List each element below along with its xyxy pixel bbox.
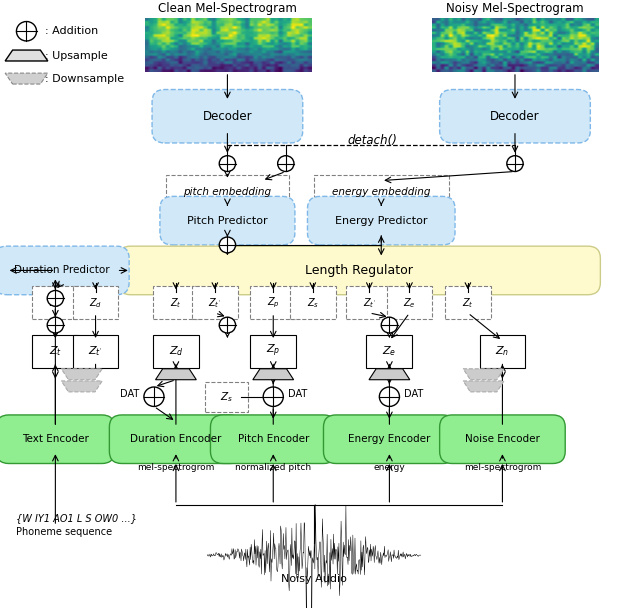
Circle shape [219,156,236,171]
FancyBboxPatch shape [109,415,242,463]
FancyBboxPatch shape [251,335,296,368]
Text: Phoneme sequence: Phoneme sequence [16,527,112,537]
Text: Text Encoder: Text Encoder [22,434,89,444]
FancyBboxPatch shape [0,415,114,463]
FancyBboxPatch shape [480,335,526,368]
Text: $Z_{s}$: $Z_{s}$ [220,390,232,404]
Text: Decoder: Decoder [490,109,540,123]
Circle shape [47,291,63,306]
FancyBboxPatch shape [367,335,413,368]
FancyBboxPatch shape [73,286,119,319]
FancyBboxPatch shape [323,415,455,463]
Text: $Z_{t^{'}}$: $Z_{t^{'}}$ [363,295,376,309]
Text: $Z_{d}$: $Z_{d}$ [89,295,102,309]
Polygon shape [463,369,504,380]
Text: energy: energy [374,463,405,472]
Text: Energy Predictor: Energy Predictor [335,216,428,226]
FancyBboxPatch shape [210,415,336,463]
Circle shape [381,317,398,333]
Text: Decoder: Decoder [203,109,252,123]
Text: pitch embedding: pitch embedding [183,187,271,196]
FancyBboxPatch shape [308,196,455,245]
Text: : Addition: : Addition [45,26,99,36]
Circle shape [144,387,164,406]
FancyBboxPatch shape [118,246,600,295]
FancyBboxPatch shape [153,286,199,319]
Text: $Z_{t}$: $Z_{t}$ [49,344,62,358]
Polygon shape [5,50,48,61]
FancyBboxPatch shape [160,196,295,245]
Text: mel-spectrogrom: mel-spectrogrom [138,463,215,472]
FancyBboxPatch shape [166,174,289,209]
Text: $Z_{d}$: $Z_{d}$ [168,344,183,358]
Text: energy embedding: energy embedding [332,187,430,196]
Polygon shape [463,381,504,392]
Circle shape [278,156,294,171]
Text: $Z_{t^{'}}$: $Z_{t^{'}}$ [89,344,103,358]
FancyBboxPatch shape [440,415,565,463]
Text: Noise Encoder: Noise Encoder [465,434,540,444]
Text: : Upsample: : Upsample [45,50,108,61]
Circle shape [263,387,283,406]
FancyBboxPatch shape [33,286,78,319]
Polygon shape [369,369,410,380]
Text: normalized pitch: normalized pitch [235,463,311,472]
Text: Pitch Predictor: Pitch Predictor [187,216,268,226]
Text: $Z_{t}$: $Z_{t}$ [170,295,181,309]
Circle shape [219,317,236,333]
Text: DAT: DAT [404,389,424,399]
FancyBboxPatch shape [152,89,303,143]
Text: Noisy Mel-Spectrogram: Noisy Mel-Spectrogram [446,2,584,15]
Text: $Z_{n}$: $Z_{n}$ [495,344,509,358]
Circle shape [16,21,36,41]
Text: Pitch Encoder: Pitch Encoder [237,434,309,444]
FancyBboxPatch shape [33,335,78,368]
FancyBboxPatch shape [387,286,433,319]
Text: $Z_{e}$: $Z_{e}$ [382,344,396,358]
Polygon shape [62,381,102,392]
Text: mel-spectrogrom: mel-spectrogrom [463,463,541,472]
Text: DAT: DAT [119,389,139,399]
FancyBboxPatch shape [314,174,449,209]
Text: $Z_{t}$: $Z_{t}$ [462,295,474,309]
Polygon shape [253,369,294,380]
Text: Duration Predictor: Duration Predictor [14,266,109,275]
Circle shape [507,156,523,171]
Text: DAT: DAT [288,389,308,399]
FancyBboxPatch shape [205,382,247,412]
Text: : Downsample: : Downsample [45,74,124,83]
Text: {W IY1 AO1 L S OW0 ...}: {W IY1 AO1 L S OW0 ...} [16,513,137,523]
Circle shape [379,387,399,406]
Polygon shape [62,369,102,380]
Polygon shape [5,73,48,84]
FancyBboxPatch shape [192,286,238,319]
FancyBboxPatch shape [290,286,336,319]
Text: $Z_{s}$: $Z_{s}$ [306,295,319,309]
Text: $Z_{t^{'}}$: $Z_{t^{'}}$ [208,295,222,309]
Text: Clean Mel-Spectrogram: Clean Mel-Spectrogram [158,2,297,15]
Text: $Z_{p}$: $Z_{p}$ [266,343,281,359]
FancyBboxPatch shape [73,335,119,368]
Text: $Z_{t^{'}}$: $Z_{t^{'}}$ [49,295,62,309]
FancyBboxPatch shape [153,335,199,368]
Text: $Z_{p}$: $Z_{p}$ [267,295,279,310]
Text: Length Regulator: Length Regulator [305,264,413,277]
FancyBboxPatch shape [445,286,491,319]
Circle shape [47,317,63,333]
Text: Duration Encoder: Duration Encoder [130,434,222,444]
FancyBboxPatch shape [440,89,590,143]
FancyBboxPatch shape [347,286,392,319]
Text: detach(): detach() [347,134,398,147]
FancyBboxPatch shape [0,246,129,295]
Polygon shape [156,369,197,380]
Circle shape [219,237,236,253]
Text: Energy Encoder: Energy Encoder [348,434,431,444]
Text: Noisy Audio: Noisy Audio [281,574,347,584]
FancyBboxPatch shape [251,286,296,319]
Text: $Z_{e}$: $Z_{e}$ [403,295,416,309]
